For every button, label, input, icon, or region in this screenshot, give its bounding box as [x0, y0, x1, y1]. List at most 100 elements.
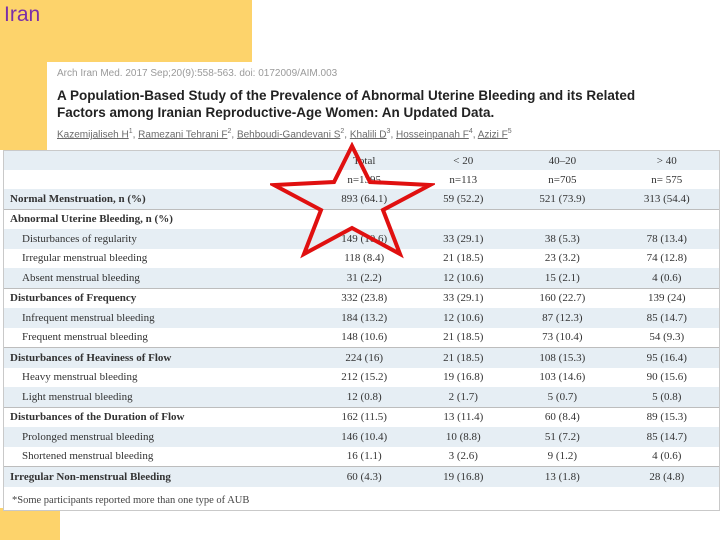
author-affiliation: 2 — [227, 128, 232, 135]
table-cell: 16 (1.1) — [346, 450, 382, 463]
table-cell: 15 (2.1) — [544, 271, 580, 284]
author-link[interactable]: Azizi F — [477, 129, 508, 141]
table-cell: 10 (8.8) — [445, 430, 481, 443]
table-cell: 12 (10.6) — [443, 271, 484, 284]
row-label: Heavy menstrual bleeding — [22, 371, 138, 384]
table-cell: 184 (13.2) — [341, 311, 388, 324]
table-cell: 21 (18.5) — [443, 252, 484, 265]
table-cell: 3 (2.6) — [448, 450, 478, 463]
table-cell: 78 (13.4) — [646, 232, 687, 245]
row-label: Shortened menstrual bleeding — [22, 450, 154, 463]
star-icon — [270, 142, 435, 259]
table-cell: 13 (1.8) — [510, 466, 615, 487]
paper-authors: Kazemijaliseh H1, Ramezani Tehrani F2, B… — [57, 128, 512, 141]
column-header: 40–20 — [548, 154, 577, 167]
author-link[interactable]: Hosseinpanah F — [396, 129, 469, 141]
row-label: Irregular Non-menstrual Bleeding — [4, 466, 312, 487]
table-cell: 90 (15.6) — [646, 371, 687, 384]
table-row: Absent menstrual bleeding 31 (2.2) 12 (10.… — [4, 268, 719, 288]
table-cell: 23 (3.2) — [544, 252, 580, 265]
table-cell: 224 (16) — [312, 347, 417, 368]
table-cell: 160 (22.7) — [510, 287, 615, 308]
paper-title: A Population-Based Study of the Prevalen… — [57, 88, 636, 120]
author-link[interactable]: Kazemijaliseh H — [57, 129, 129, 141]
table-cell: 89 (15.3) — [614, 406, 719, 427]
paper-citation: Arch Iran Med. 2017 Sep;20(9):558-563. d… — [57, 68, 338, 79]
table-cell: 74 (12.8) — [646, 252, 687, 265]
slide-title: Iran — [4, 3, 41, 26]
table-cell — [614, 208, 719, 229]
table-cell: 2 (1.7) — [448, 390, 478, 403]
table-row: Heavy menstrual bleeding 212 (15.2) 19 (16… — [4, 368, 719, 388]
table-cell: 19 (16.8) — [416, 466, 511, 487]
table-header-row: Total < 20 40–20 > 40 — [4, 151, 719, 170]
table-cell: 85 (14.7) — [646, 430, 687, 443]
table-cell: 139 (24) — [614, 287, 719, 308]
table-cell: 146 (10.4) — [341, 430, 388, 443]
table-cell: 521 (73.9) — [539, 192, 586, 205]
table-cell: 28 (4.8) — [614, 466, 719, 487]
table-row: Light menstrual bleeding 12 (0.8) 2 (1.7) 5… — [4, 387, 719, 407]
table-row: Frequent menstrual bleeding 148 (10.6) 21 … — [4, 328, 719, 348]
author-affiliation: 4 — [468, 128, 473, 135]
table-n-row: n=1395 n=113 n=705 n= 575 — [4, 170, 719, 189]
row-label: Disturbances of Heaviness of Flow — [4, 347, 312, 368]
table-cell: 31 (2.2) — [346, 271, 382, 284]
row-label: Disturbances of the Duration of Flow — [4, 406, 312, 427]
table-cell: 162 (11.5) — [312, 406, 417, 427]
table-cell: 51 (7.2) — [544, 430, 580, 443]
table-row: Infrequent menstrual bleeding 184 (13.2) 1… — [4, 308, 719, 328]
author-affiliation: 5 — [507, 128, 512, 135]
table-cell: 332 (23.8) — [312, 287, 417, 308]
row-label: Absent menstrual bleeding — [22, 271, 140, 284]
table-footnote: *Some participants reported more than on… — [12, 495, 250, 506]
column-n: n= 575 — [651, 173, 683, 186]
table-cell: 12 (0.8) — [346, 390, 382, 403]
table-row: Prolonged menstrual bleeding 146 (10.4) 10… — [4, 427, 719, 447]
author-link[interactable]: Ramezani Tehrani F — [138, 129, 228, 141]
author-affiliation: 1 — [128, 128, 133, 135]
row-label: Infrequent menstrual bleeding — [22, 311, 155, 324]
table-cell: 212 (15.2) — [341, 371, 388, 384]
table-cell: 73 (10.4) — [542, 331, 583, 344]
row-label: Frequent menstrual bleeding — [22, 331, 148, 344]
table-cell: 54 (9.3) — [649, 331, 685, 344]
table-cell: 85 (14.7) — [646, 311, 687, 324]
table-cell — [510, 208, 615, 229]
column-header: > 40 — [656, 154, 677, 167]
table-cell: 5 (0.8) — [652, 390, 682, 403]
table-row: Disturbances of regularity 149 (10.6) 33 (… — [4, 229, 719, 249]
author-link[interactable]: Khalili D — [349, 129, 387, 141]
table-cell: 60 (8.4) — [510, 406, 615, 427]
table-cell: 13 (11.4) — [416, 406, 511, 427]
row-label: Irregular menstrual bleeding — [22, 252, 148, 265]
table-row: Irregular menstrual bleeding 118 (8.4) 21 … — [4, 249, 719, 269]
table-cell: 60 (4.3) — [312, 466, 417, 487]
table-cell: 33 (29.1) — [443, 232, 484, 245]
table-cell: 87 (12.3) — [542, 311, 583, 324]
table-cell: 148 (10.6) — [341, 331, 388, 344]
table-cell: 21 (18.5) — [416, 347, 511, 368]
yellow-block-bottom — [0, 508, 60, 540]
results-table: Total < 20 40–20 > 40 n=1395 n=113 n=705… — [3, 150, 720, 511]
paper-header: Arch Iran Med. 2017 Sep;20(9):558-563. d… — [47, 62, 720, 150]
table-cell: 95 (16.4) — [614, 347, 719, 368]
column-n: n=113 — [449, 173, 478, 186]
row-label: Disturbances of regularity — [22, 232, 137, 245]
table-cell — [416, 208, 511, 229]
table-cell: 19 (16.8) — [443, 371, 484, 384]
author-affiliation: 2 — [340, 128, 345, 135]
column-n: n=705 — [548, 173, 577, 186]
table-cell: 21 (18.5) — [443, 331, 484, 344]
table-cell: 5 (0.7) — [547, 390, 577, 403]
table-row: Normal Menstruation, n (%) 893 (64.1) 59 (… — [4, 189, 719, 209]
row-label: Disturbances of Frequency — [4, 287, 312, 308]
table-row: Shortened menstrual bleeding 16 (1.1) 3 (2… — [4, 447, 719, 467]
row-label: Normal Menstruation, n (%) — [10, 192, 146, 205]
table-row: Disturbances of Heaviness of Flow 224 (16… — [4, 347, 719, 368]
row-label: Light menstrual bleeding — [22, 390, 133, 403]
row-label: Prolonged menstrual bleeding — [22, 430, 154, 443]
table-cell: 59 (52.2) — [443, 192, 484, 205]
table-cell: 103 (14.6) — [539, 371, 586, 384]
author-link[interactable]: Behboudi-Gandevani S — [236, 129, 341, 141]
